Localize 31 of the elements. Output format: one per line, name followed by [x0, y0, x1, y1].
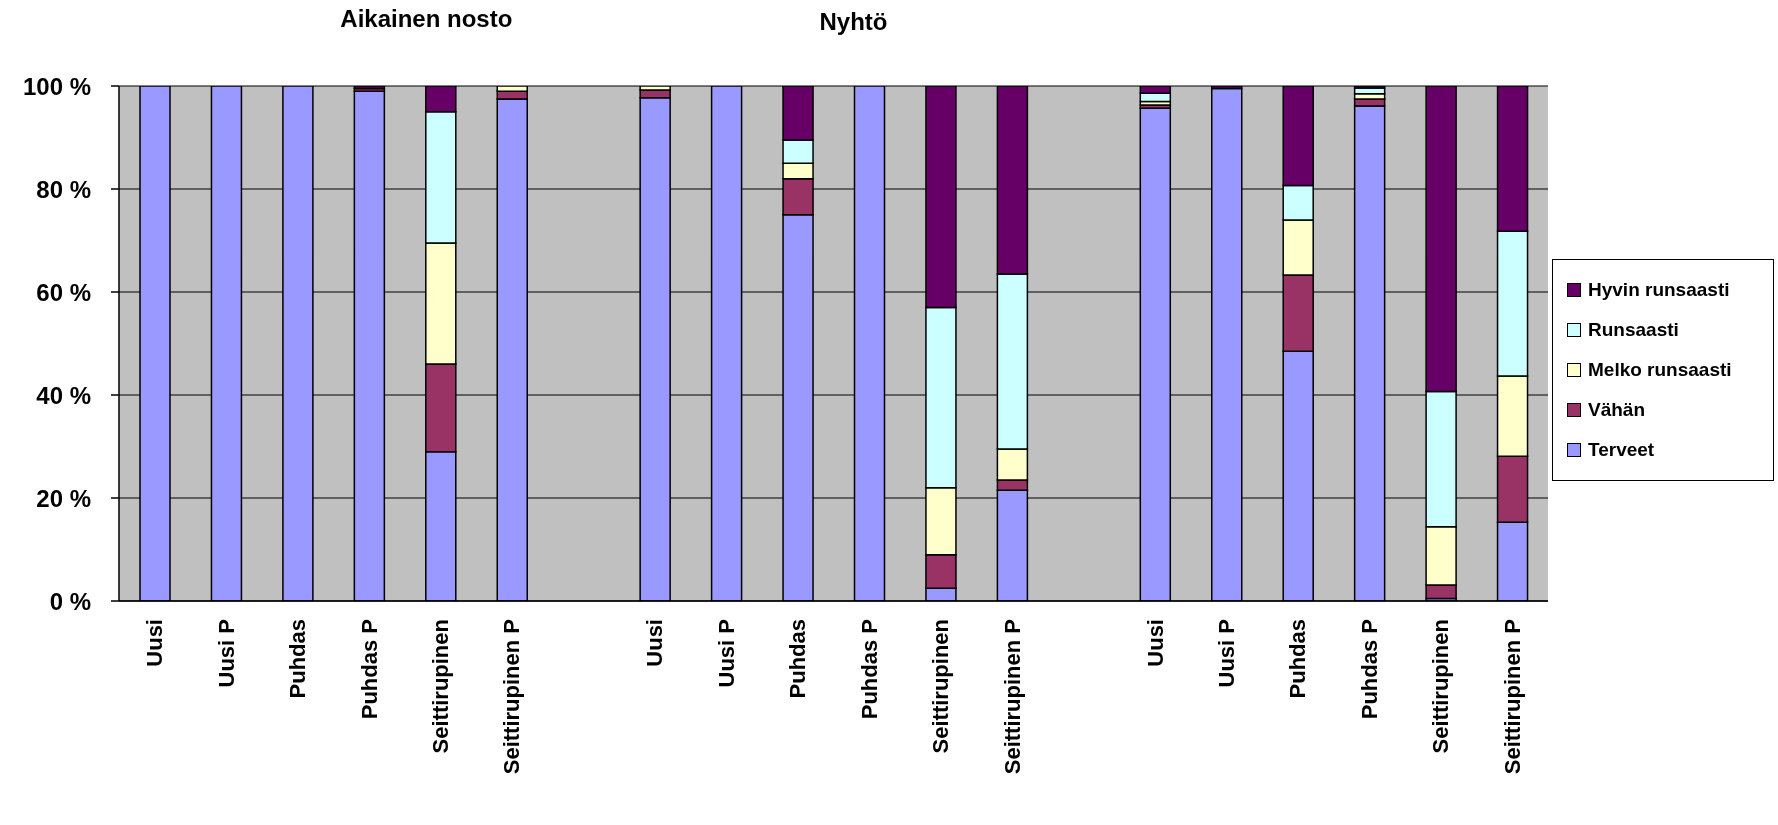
text: Aikainen nosto [339, 5, 514, 33]
x-tick-label: Uusi P [1213, 619, 1239, 688]
x-tick-label: Puhdas P [1356, 619, 1382, 720]
x-tick-label: Seittirupinen [428, 619, 454, 754]
x-tick-label: Uusi P [213, 619, 239, 688]
x-tick-label: Puhdas P [856, 619, 882, 720]
legend-label: Runsaasti [1588, 319, 1679, 341]
y-tick-label: 0 % [49, 587, 91, 615]
x-tick-label: Puhdas [785, 619, 811, 699]
x-tick-label: Seittirupinen [1428, 619, 1454, 754]
x-tick-label: Uusi P [713, 619, 739, 688]
x-tick-label: Uusi [642, 619, 668, 667]
y-tick-label: 20 % [36, 484, 91, 512]
x-tick-label: Puhdas P [356, 619, 382, 720]
legend-label: Melko runsaasti [1588, 359, 1732, 381]
legend-label: Vähän [1588, 399, 1646, 421]
x-tick-label: Puhdas [1285, 619, 1311, 699]
y-tick-label: 100 % [22, 72, 91, 100]
y-tick-label: 80 % [36, 175, 91, 203]
x-tick-label: Seittirupinen P [999, 619, 1025, 775]
x-tick-label: Uusi [142, 619, 168, 667]
x-tick-label: Seittirupinen P [1499, 619, 1525, 775]
y-tick-label: 40 % [36, 381, 91, 409]
x-tick-label: Seittirupinen [928, 619, 954, 754]
x-tick-label: Seittirupinen P [499, 619, 525, 775]
legend-label: Terveet [1588, 439, 1655, 461]
x-tick-label: Uusi [1142, 619, 1168, 667]
text: Nyhtö [818, 8, 889, 36]
legend-label: Hyvin runsaasti [1588, 279, 1730, 301]
y-tick-label: 60 % [36, 278, 91, 306]
x-tick-label: Puhdas [285, 619, 311, 699]
